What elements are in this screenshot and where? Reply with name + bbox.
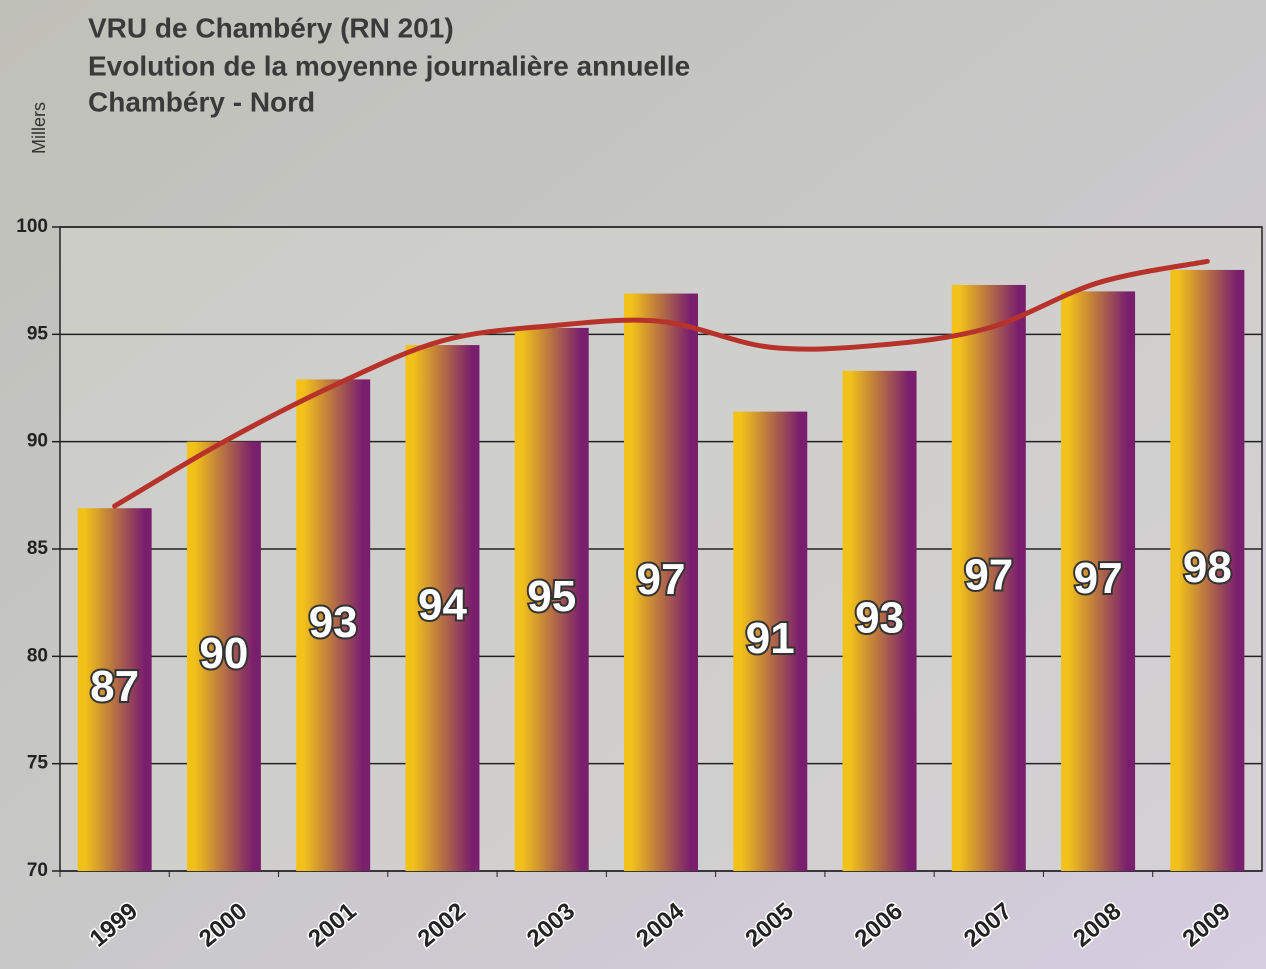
y-tick-label: 70 — [27, 860, 48, 881]
y-tick-label: 100 — [16, 216, 48, 237]
data-label: 97 — [964, 551, 1013, 600]
data-label: 87 — [90, 662, 139, 711]
chart-subtitle: Chambéry - Nord — [88, 86, 315, 117]
data-label: 98 — [1183, 543, 1232, 592]
bar — [733, 411, 808, 871]
y-tick-label: 90 — [27, 431, 48, 452]
data-label: 94 — [418, 581, 467, 630]
trend-line — [112, 258, 1210, 509]
data-label: 93 — [855, 594, 904, 643]
bar — [1170, 269, 1245, 871]
y-tick-label: 75 — [27, 753, 49, 774]
bar — [842, 370, 917, 871]
data-label: 93 — [309, 598, 358, 647]
chart-title: VRU de Chambéry (RN 201) — [88, 12, 454, 43]
data-label: 90 — [199, 629, 248, 678]
bar — [1061, 291, 1136, 871]
data-label: 97 — [1074, 554, 1123, 603]
bar — [624, 293, 698, 872]
bar — [405, 345, 480, 872]
y-axis-label: Millers — [29, 102, 49, 154]
chart-subtitle: Evolution de la moyenne journalière annu… — [88, 50, 690, 81]
bar — [951, 284, 1026, 872]
bar — [514, 327, 589, 872]
bar — [77, 508, 152, 871]
y-tick-label: 80 — [27, 645, 48, 666]
data-label: 91 — [746, 614, 795, 663]
bar — [186, 441, 261, 871]
data-label: 97 — [637, 555, 686, 604]
bar — [296, 379, 371, 871]
y-tick-label: 85 — [27, 538, 49, 559]
data-label: 95 — [527, 572, 576, 621]
y-tick-label: 95 — [27, 323, 49, 344]
